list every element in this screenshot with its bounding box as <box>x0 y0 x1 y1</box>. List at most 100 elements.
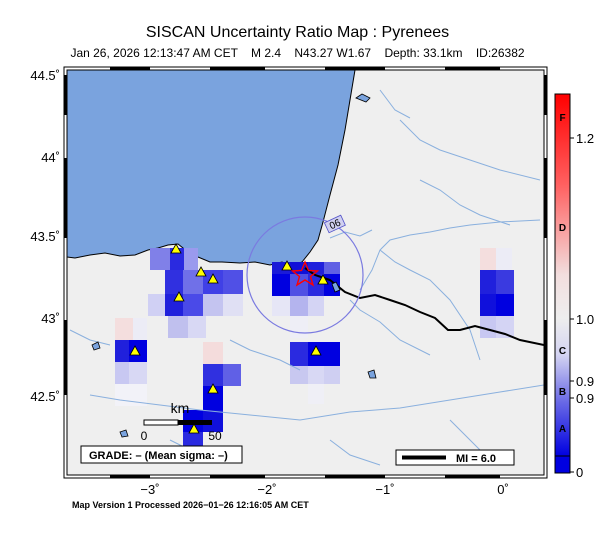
cell <box>129 362 147 384</box>
scale-end: 50 <box>208 429 222 443</box>
event-magnitude: M 2.4 <box>251 46 282 60</box>
mi-legend: MI = 6.0 <box>395 449 515 466</box>
cell <box>223 364 241 386</box>
grade-letter: A <box>559 424 566 435</box>
lon-tick-label: 0˚ <box>497 482 509 497</box>
cell <box>203 410 223 432</box>
lake <box>331 281 341 293</box>
cell <box>290 342 308 366</box>
cell <box>183 294 203 316</box>
cell <box>290 366 308 384</box>
lat-axis: 44.5˚ 44˚ 43.5˚ 43˚ 42.5˚ <box>30 68 60 404</box>
cell <box>115 340 129 362</box>
lat-tick-label: 43˚ <box>41 311 60 326</box>
cell <box>324 262 340 274</box>
lat-tick-label: 42.5˚ <box>30 389 60 404</box>
cell <box>308 366 324 384</box>
cell <box>203 342 223 364</box>
station-triangle <box>188 423 200 434</box>
gironde-lake <box>355 93 371 103</box>
cell <box>308 296 324 316</box>
svg-text:06: 06 <box>328 217 343 232</box>
station-triangle <box>173 291 185 302</box>
lat-tick-label: 43.5˚ <box>30 229 60 244</box>
cell <box>183 432 203 446</box>
cell <box>133 318 147 340</box>
map-frame <box>63 66 548 479</box>
cell <box>480 270 496 294</box>
cell <box>188 316 206 338</box>
sea <box>67 70 356 267</box>
scale-bar: km 0 50 <box>141 400 222 443</box>
cell <box>308 384 324 404</box>
station-triangle <box>207 273 219 284</box>
lon-tick-label: −3˚ <box>140 482 159 497</box>
mi-text: MI = 6.0 <box>456 453 496 465</box>
cell <box>115 362 129 384</box>
cell <box>324 366 340 384</box>
cell <box>496 248 512 270</box>
cell <box>184 248 198 270</box>
station-triangle <box>207 383 219 394</box>
scale-unit: km <box>171 400 190 416</box>
colorbar: F D C B A 1.2 1.0 0.9 0.9 0 <box>554 93 594 480</box>
cell <box>290 316 308 338</box>
lat-tick-label: 44˚ <box>41 150 60 165</box>
lat-tick-label: 44.5˚ <box>30 68 60 83</box>
country-border <box>304 267 544 346</box>
colorbar-value: 0.9 <box>576 391 594 406</box>
rivers <box>69 89 544 466</box>
cell <box>290 274 308 296</box>
station-triangle <box>317 274 329 285</box>
grade-text: GRADE: – (Mean sigma: –) <box>89 450 228 462</box>
event-date: Jan 26, 2026 12:13:47 AM CET <box>70 46 238 60</box>
cell <box>496 294 514 316</box>
event-depth: Depth: 33.1km <box>384 46 463 60</box>
station-triangle <box>281 260 293 271</box>
cell <box>290 296 308 316</box>
region-label: 06 <box>323 214 346 234</box>
colorbar-value: 1.0 <box>576 312 594 327</box>
event-info: Jan 26, 2026 12:13:47 AM CET M 2.4 N43.2… <box>0 46 595 60</box>
grade-letter: B <box>559 387 566 398</box>
cell <box>150 248 170 270</box>
cell <box>203 386 223 410</box>
cell <box>203 364 223 386</box>
map-area: 06 km 0 50 GRADE: – (Mean <box>67 70 544 475</box>
cell <box>203 294 223 316</box>
station-triangle <box>129 345 141 356</box>
grade-letter: D <box>559 223 566 234</box>
colorbar-value: 1.2 <box>576 131 594 146</box>
cell <box>272 274 290 296</box>
cell <box>168 316 188 338</box>
grade-letter: F <box>559 113 565 124</box>
cell <box>480 316 496 338</box>
station-triangle <box>195 266 207 277</box>
cell <box>170 248 184 270</box>
station-triangle <box>170 243 182 254</box>
cell <box>480 294 496 316</box>
grade-letter: C <box>559 346 566 357</box>
scale-start: 0 <box>141 429 148 443</box>
cell <box>480 248 496 270</box>
colorbar-value: 0.9 <box>576 374 594 389</box>
uncertainty-circle <box>246 216 364 334</box>
lon-axis: −3˚ −2˚ −1˚ 0˚ <box>140 482 508 497</box>
event-location: N43.27 W1.67 <box>294 46 372 60</box>
map-footer: Map Version 1 Processed 2026−01−26 12:16… <box>72 500 309 510</box>
cell <box>223 294 243 316</box>
lon-tick-label: −2˚ <box>257 482 276 497</box>
cell <box>148 294 165 316</box>
cell <box>223 270 243 294</box>
cell <box>165 270 183 294</box>
cell <box>324 342 340 366</box>
lon-tick-label: −1˚ <box>375 482 394 497</box>
lake <box>367 369 377 379</box>
lake <box>91 341 101 351</box>
stations <box>129 243 329 434</box>
cell <box>115 318 133 340</box>
colorbar-value: 0 <box>576 465 583 480</box>
lake <box>119 429 129 438</box>
grade-box: GRADE: – (Mean sigma: –) <box>80 445 243 464</box>
